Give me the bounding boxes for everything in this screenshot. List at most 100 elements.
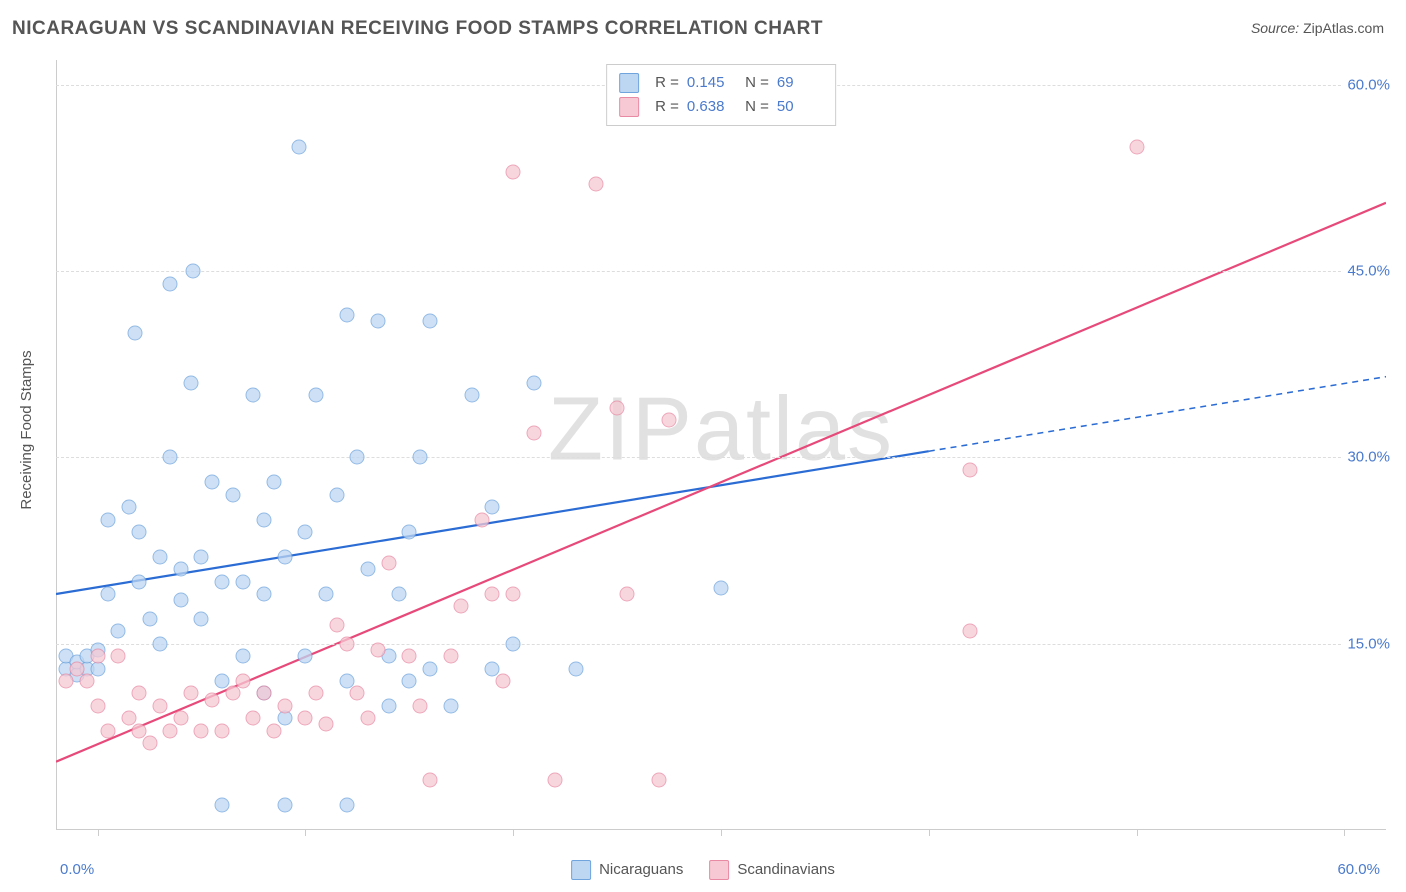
data-point: [267, 475, 282, 490]
n-label: N =: [741, 95, 769, 119]
data-point: [277, 798, 292, 813]
y-tick-label: 15.0%: [1343, 635, 1394, 652]
data-point: [350, 686, 365, 701]
data-point: [184, 686, 199, 701]
data-point: [246, 388, 261, 403]
data-point: [152, 636, 167, 651]
data-point: [319, 587, 334, 602]
legend-label: Scandinavians: [737, 861, 835, 878]
data-point: [464, 388, 479, 403]
data-point: [329, 487, 344, 502]
data-point: [371, 313, 386, 328]
data-point: [142, 736, 157, 751]
data-point: [127, 326, 142, 341]
n-value: 50: [777, 95, 823, 119]
data-point: [298, 711, 313, 726]
data-point: [256, 686, 271, 701]
data-point: [620, 587, 635, 602]
legend-swatch: [619, 97, 639, 117]
data-point: [194, 723, 209, 738]
data-point: [100, 587, 115, 602]
data-point: [236, 673, 251, 688]
data-point: [589, 177, 604, 192]
data-point: [215, 798, 230, 813]
legend-swatch: [619, 73, 639, 93]
data-point: [319, 717, 334, 732]
data-point: [194, 549, 209, 564]
data-point: [485, 587, 500, 602]
data-point: [651, 773, 666, 788]
data-point: [246, 711, 261, 726]
data-point: [184, 375, 199, 390]
data-point: [381, 555, 396, 570]
data-point: [111, 624, 126, 639]
data-point: [152, 698, 167, 713]
data-point: [308, 686, 323, 701]
data-point: [152, 549, 167, 564]
data-point: [256, 587, 271, 602]
data-point: [423, 773, 438, 788]
legend-label: Nicaraguans: [599, 861, 683, 878]
r-value: 0.145: [687, 71, 733, 95]
data-point: [308, 388, 323, 403]
x-tick-mark: [929, 830, 930, 836]
data-point: [298, 649, 313, 664]
data-point: [163, 450, 178, 465]
data-point: [173, 711, 188, 726]
data-point: [173, 562, 188, 577]
data-point: [215, 574, 230, 589]
data-point: [225, 686, 240, 701]
data-point: [277, 549, 292, 564]
data-point: [339, 636, 354, 651]
data-point: [163, 723, 178, 738]
data-point: [412, 698, 427, 713]
data-point: [402, 673, 417, 688]
data-point: [339, 307, 354, 322]
series-legend: Nicaraguans Scandinavians: [571, 860, 835, 880]
data-point: [443, 649, 458, 664]
watermark: ZIPatlas: [548, 378, 894, 481]
data-point: [526, 375, 541, 390]
data-point: [194, 611, 209, 626]
data-point: [443, 698, 458, 713]
y-tick-label: 60.0%: [1343, 76, 1394, 93]
data-point: [568, 661, 583, 676]
data-point: [329, 618, 344, 633]
data-point: [132, 524, 147, 539]
x-tick-mark: [98, 830, 99, 836]
r-label: R =: [655, 71, 679, 95]
y-tick-label: 30.0%: [1343, 449, 1394, 466]
data-point: [298, 524, 313, 539]
data-point: [292, 139, 307, 154]
data-point: [142, 611, 157, 626]
data-point: [100, 723, 115, 738]
chart-title: NICARAGUAN VS SCANDINAVIAN RECEIVING FOO…: [12, 18, 823, 39]
x-axis-min-label: 0.0%: [60, 861, 94, 878]
grid-line: [56, 457, 1386, 458]
data-point: [714, 580, 729, 595]
data-point: [173, 593, 188, 608]
x-tick-mark: [1344, 830, 1345, 836]
data-point: [360, 711, 375, 726]
data-point: [236, 574, 251, 589]
x-tick-mark: [305, 830, 306, 836]
r-value: 0.638: [687, 95, 733, 119]
grid-line: [56, 644, 1386, 645]
n-value: 69: [777, 71, 823, 95]
x-tick-mark: [1137, 830, 1138, 836]
data-point: [111, 649, 126, 664]
legend-item: Nicaraguans: [571, 860, 683, 880]
legend-swatch: [709, 860, 729, 880]
data-point: [277, 698, 292, 713]
data-point: [547, 773, 562, 788]
data-point: [256, 512, 271, 527]
legend-row: R = 0.638 N = 50: [619, 95, 823, 119]
data-point: [371, 642, 386, 657]
data-point: [163, 276, 178, 291]
data-point: [402, 649, 417, 664]
data-point: [360, 562, 375, 577]
data-point: [495, 673, 510, 688]
r-label: R =: [655, 95, 679, 119]
data-point: [963, 624, 978, 639]
data-point: [267, 723, 282, 738]
